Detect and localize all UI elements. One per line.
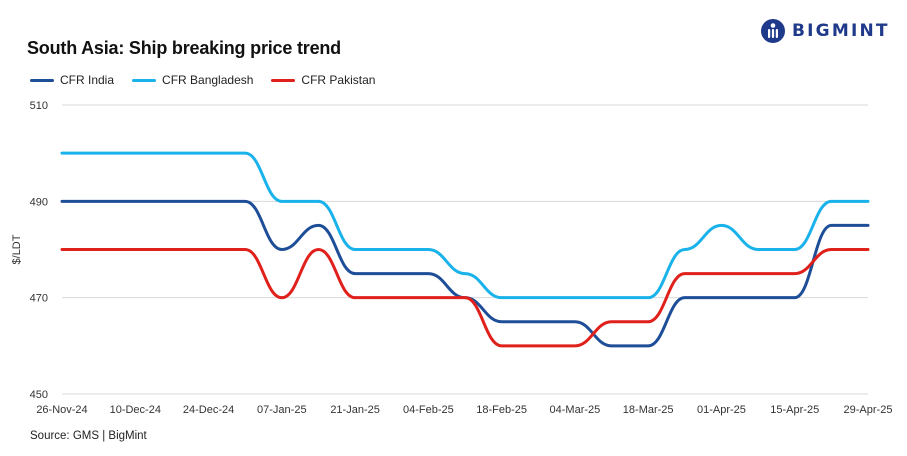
y-tick-label: 450 [30, 389, 48, 401]
chart-source: Source: GMS | BigMint [30, 430, 147, 442]
y-tick-label: 470 [30, 293, 48, 305]
x-tick-label: 01-Apr-25 [697, 404, 746, 416]
series-line-cfr-bangladesh [60, 151, 870, 300]
x-tick-label: 18-Feb-25 [476, 404, 527, 416]
chart-title: South Asia: Ship breaking price trend [27, 38, 341, 58]
x-tick-label: 26-Nov-24 [36, 404, 87, 416]
bigmint-logo-icon [761, 19, 785, 43]
y-axis-label: $/LDT [11, 234, 23, 264]
series-line-cfr-pakistan [60, 248, 870, 348]
legend-swatch [271, 78, 296, 82]
legend-label: CFR Bangladesh [162, 73, 254, 87]
x-tick-label: 29-Apr-25 [844, 404, 893, 416]
x-tick-label: 04-Mar-25 [550, 404, 601, 416]
x-tick-label: 21-Jan-25 [330, 404, 380, 416]
legend-item: CFR India [30, 73, 114, 87]
x-tick-label: 15-Apr-25 [770, 404, 819, 416]
legend-swatch [30, 78, 54, 82]
legend-item: CFR Bangladesh [132, 73, 253, 87]
x-tick-label: 04-Feb-25 [403, 404, 454, 416]
chart-legend: CFR India CFR Bangladesh CFR Pakistan [30, 73, 375, 87]
x-tick-label: 07-Jan-25 [257, 404, 307, 416]
x-tick-label: 24-Dec-24 [183, 404, 234, 416]
brand-logo: BIGMINT [760, 18, 890, 44]
legend-label: CFR Pakistan [301, 73, 376, 87]
legend-label: CFR India [60, 73, 115, 87]
y-tick-label: 490 [30, 196, 48, 208]
legend-swatch [132, 78, 157, 82]
x-tick-label: 18-Mar-25 [623, 404, 674, 416]
legend-item: CFR Pakistan [271, 73, 375, 87]
brand-name: BIGMINT [792, 21, 890, 41]
y-tick-label: 510 [30, 100, 48, 112]
x-tick-label: 10-Dec-24 [110, 404, 161, 416]
